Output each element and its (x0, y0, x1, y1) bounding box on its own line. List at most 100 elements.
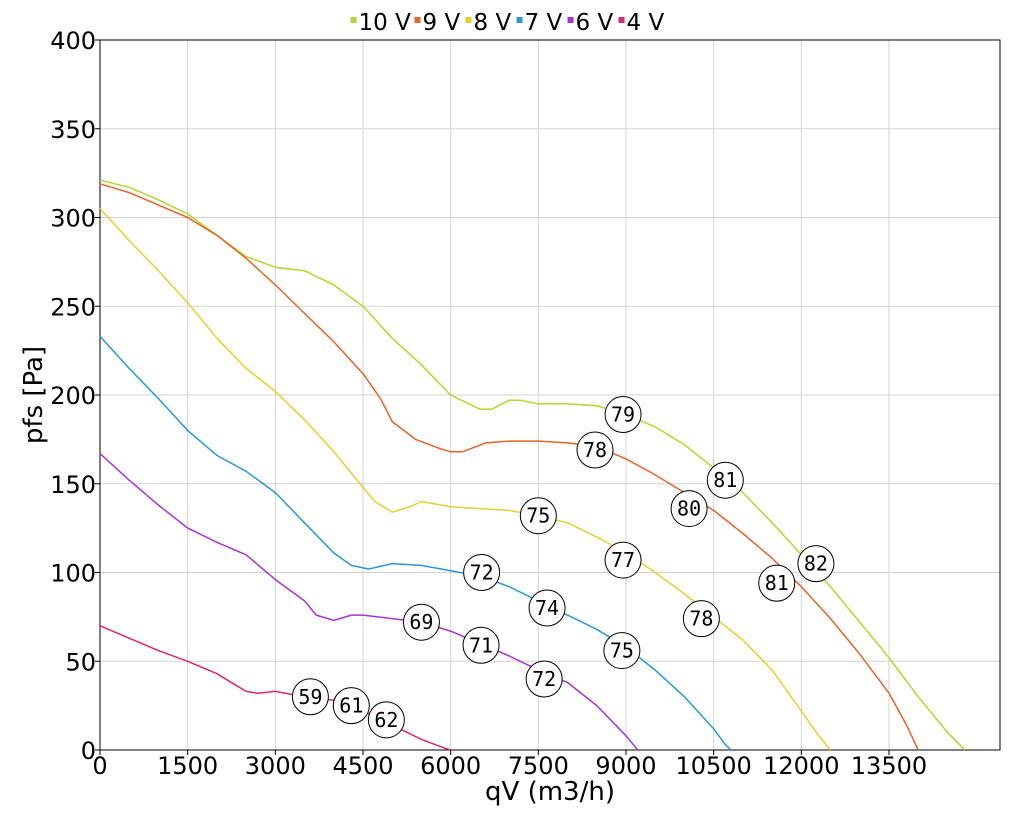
legend-label: 4 V (627, 10, 665, 36)
legend-label: 8 V (474, 10, 512, 36)
legend-item: 6 V (567, 10, 614, 36)
badge-label: 81 (713, 468, 737, 492)
badge-label: 79 (611, 403, 635, 427)
y-tick-label: 350 (50, 116, 96, 144)
badge-label: 82 (804, 552, 828, 576)
x-tick-label: 0 (92, 752, 107, 780)
efficiency-badge: 71 (462, 626, 500, 664)
y-tick-label: 0 (81, 737, 96, 765)
badge-label: 78 (583, 438, 607, 462)
efficiency-badge: 72 (463, 554, 501, 591)
badge-circle (332, 687, 370, 725)
legend-label: 6 V (576, 10, 614, 36)
x-tick-label: 7500 (508, 752, 569, 780)
axes: 0 1500 3000 4500 6000 7500 9000 10500 12000 13500… (50, 27, 1001, 780)
y-tick-label: 400 (50, 27, 96, 55)
efficiency-badge: 82 (797, 545, 835, 583)
efficiency-badge: 78 (682, 600, 720, 638)
badge-label: 59 (298, 685, 322, 709)
y-tick-label: 200 (50, 382, 96, 410)
badge-label: 74 (535, 596, 559, 620)
x-axis-title: qV (m3/h) (485, 777, 615, 807)
legend-item: 10 V (350, 10, 412, 36)
legend-item: 9 V (414, 10, 461, 36)
badge-circle (519, 497, 557, 535)
badge-circle (462, 626, 500, 664)
badge-label: 72 (532, 667, 556, 691)
annotation-badges: 79 81 82 78 80 81 75 77 78 72 74 75 69 71 72 59 61 62 (291, 396, 835, 739)
series-line-10v (99, 179, 966, 751)
y-tick-label: 250 (50, 293, 96, 321)
badge-circle (576, 431, 614, 469)
badge-circle (706, 461, 744, 499)
legend-item: 8 V (465, 10, 512, 36)
legend-label: 9 V (423, 10, 461, 36)
series-line-7v (99, 335, 732, 751)
x-tick-label: 4500 (332, 752, 393, 780)
efficiency-badge: 77 (604, 541, 642, 579)
series-line-4v (99, 625, 451, 751)
badge-label: 71 (469, 633, 493, 657)
y-tick-label: 100 (50, 560, 96, 588)
badge-label: 72 (470, 561, 494, 585)
badge-label: 69 (409, 610, 433, 634)
badge-circle (604, 396, 642, 434)
series-line-8v (99, 208, 832, 751)
badge-label: 61 (339, 694, 363, 718)
series-line-9v (99, 183, 919, 751)
efficiency-badge: 75 (603, 632, 641, 670)
badge-circle (528, 589, 566, 627)
efficiency-badge: 69 (402, 603, 440, 641)
y-axis-title: pfs [Pa] (19, 346, 49, 444)
legend-item: 4 V (618, 10, 665, 36)
legend-swatch (516, 17, 523, 23)
x-tick-label: 13500 (851, 752, 927, 780)
efficiency-badge: 81 (706, 461, 744, 499)
badge-circle (291, 678, 329, 716)
efficiency-badge: 80 (670, 490, 708, 528)
legend-item: 7 V (516, 10, 563, 36)
legend-swatch (567, 17, 574, 23)
efficiency-badge: 81 (758, 564, 796, 602)
efficiency-badge: 78 (576, 431, 614, 469)
legend: 10 V 9 V 8 V 7 V 6 V 4 V (350, 10, 665, 36)
y-tick-label: 50 (65, 648, 96, 676)
y-tick-label: 150 (50, 471, 96, 499)
efficiency-badge: 62 (367, 701, 405, 739)
legend-swatch (414, 17, 421, 23)
badge-label: 62 (374, 708, 398, 732)
badge-circle (758, 564, 796, 602)
x-tick-label: 9000 (595, 752, 656, 780)
badge-label: 78 (689, 607, 713, 631)
series-lines (99, 179, 966, 751)
legend-swatch (350, 17, 357, 23)
efficiency-badge: 72 (525, 660, 563, 698)
x-tick-label: 10500 (675, 752, 751, 780)
badge-circle (463, 554, 501, 591)
x-tick-label: 12000 (763, 752, 839, 780)
badge-circle (525, 660, 563, 698)
badge-label: 75 (526, 504, 550, 528)
badge-label: 77 (611, 548, 635, 572)
efficiency-badge: 75 (519, 497, 557, 535)
badge-label: 81 (765, 571, 789, 595)
badge-circle (682, 600, 720, 638)
efficiency-badge: 59 (291, 678, 329, 716)
efficiency-badge: 61 (332, 687, 370, 725)
badge-circle (670, 490, 708, 528)
badge-circle (604, 541, 642, 579)
badge-circle (603, 632, 641, 670)
badge-circle (797, 545, 835, 583)
legend-swatch (465, 17, 472, 23)
x-tick-label: 6000 (420, 752, 481, 780)
legend-label: 10 V (359, 10, 412, 36)
grid (99, 39, 1000, 751)
legend-swatch (618, 17, 625, 23)
x-tick-label: 3000 (245, 752, 306, 780)
legend-label: 7 V (525, 10, 563, 36)
y-tick-label: 300 (50, 205, 96, 233)
efficiency-badge: 74 (528, 589, 566, 627)
efficiency-badge: 79 (604, 396, 642, 434)
